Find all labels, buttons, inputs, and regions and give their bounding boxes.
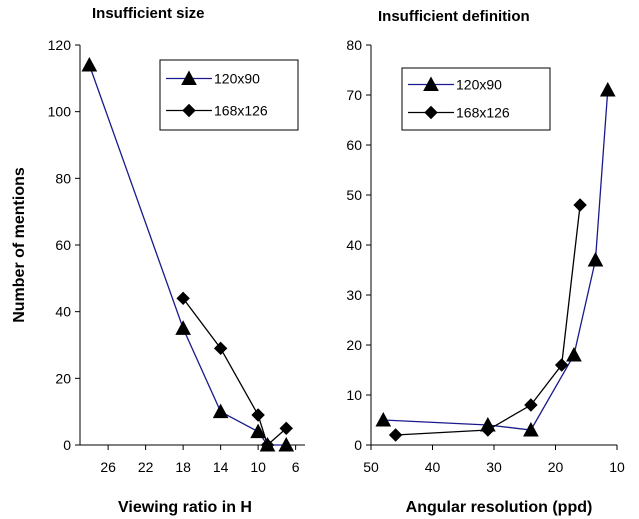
chart2-legend-marker-1 — [423, 76, 439, 91]
chart2-series-1-point — [375, 411, 392, 427]
chart1-series-2-point — [260, 438, 275, 452]
chart2-series-2-point — [524, 398, 538, 412]
chart1-legend-label-2: 168x126 — [214, 103, 268, 119]
chart2-series-1-line — [383, 89, 609, 431]
chart1-legend-label-1: 120x90 — [214, 71, 260, 87]
chart1-series-2-point — [213, 341, 228, 356]
chart2-legend-box — [401, 67, 551, 131]
chart1-series-2-point — [279, 421, 293, 436]
chart1-y-tick-label: 80 — [55, 170, 71, 186]
chart1-y-tick-label: 60 — [55, 237, 71, 253]
chart2-y-tick-label: 10 — [346, 387, 362, 403]
chart2-y-tick-label: 40 — [346, 237, 362, 253]
chart2-series-1-point — [566, 346, 582, 362]
chart2-title: Insufficient definition — [378, 8, 530, 25]
chart2-x-tick-label: 20 — [548, 459, 564, 475]
chart1-series-1-point — [250, 423, 266, 439]
chart2-x-axis-label: Angular resolution (ppd) — [406, 499, 593, 516]
chart1-x-tick-label: 14 — [213, 459, 229, 475]
chart2-legend-label-1: 120x90 — [456, 77, 502, 93]
chart1-legend-marker-1 — [181, 70, 197, 85]
chart1-title: Insufficient size — [92, 5, 205, 22]
chart2-legend-label-2: 168x126 — [456, 105, 510, 121]
chart2-series-1-point — [587, 251, 604, 267]
chart1-y-tick-label: 120 — [48, 37, 72, 53]
chart1-legend-box — [159, 59, 299, 131]
chart1-series-1-point — [81, 56, 98, 72]
chart1-series-2-line — [182, 297, 287, 447]
chart2-series-1-point — [599, 81, 616, 97]
chart2-series-2-line — [395, 204, 581, 436]
chart2-series-2-point — [573, 198, 587, 212]
chart1-y-axis-label: Number of mentions — [11, 167, 28, 323]
chart1-x-tick-label: 6 — [292, 459, 300, 475]
chart2-series-2-point — [554, 358, 569, 372]
chart2-x-tick-label: 30 — [486, 459, 502, 475]
chart2-series-2-point — [481, 423, 495, 437]
chart2-x-tick-label: 50 — [363, 459, 379, 475]
chart2-y-tick-label: 60 — [346, 137, 362, 153]
chart1-series-1-point — [212, 403, 229, 419]
chart2-y-tick-label: 0 — [354, 437, 362, 453]
chart2-y-tick-label: 80 — [346, 37, 362, 53]
chart1-y-tick-label: 40 — [55, 304, 71, 320]
chart1-x-tick-label: 10 — [250, 459, 266, 475]
chart1-y-tick-label: 20 — [55, 370, 71, 386]
chart1-y-tick-label: 100 — [48, 104, 72, 120]
chart2-y-tick-label: 50 — [346, 187, 362, 203]
chart1-series-1-point — [175, 320, 191, 335]
chart1-y-tick-label: 0 — [63, 437, 71, 453]
chart1-series-2-point — [176, 291, 190, 306]
chart2-series-1-point — [523, 421, 539, 437]
chart1-x-tick-label: 18 — [175, 459, 191, 475]
chart1-legend-marker-2 — [182, 103, 196, 118]
chart1-series-1-point — [278, 436, 295, 452]
chart2-legend-marker-2 — [424, 105, 438, 120]
chart1-x-tick-label: 22 — [138, 459, 154, 475]
chart1-x-axis-label: Viewing ratio in H — [118, 499, 252, 516]
chart2-y-tick-label: 20 — [346, 337, 362, 353]
chart2-y-tick-label: 30 — [346, 287, 362, 303]
chart2-x-tick-label: 10 — [609, 459, 625, 475]
chart2-series-2-point — [388, 428, 403, 442]
chart2-x-tick-label: 40 — [425, 459, 441, 475]
chart1-series-2-point — [251, 408, 265, 422]
chart2-y-tick-label: 70 — [346, 87, 362, 103]
chart1-x-tick-label: 26 — [100, 459, 116, 475]
